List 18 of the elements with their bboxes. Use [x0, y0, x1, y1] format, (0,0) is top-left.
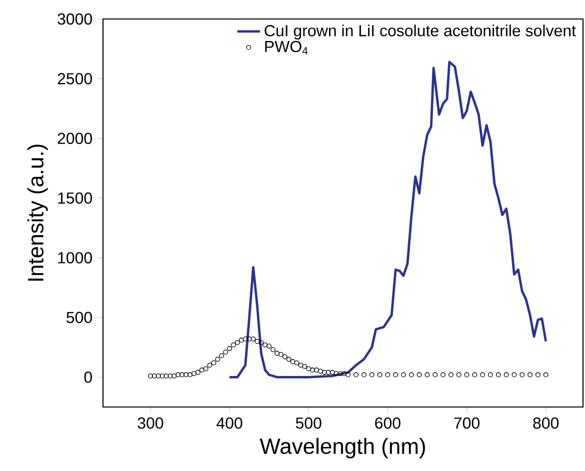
y-tick-label: 1000 [58, 252, 92, 264]
y-axis-title: Intensity (a.u.) [27, 144, 48, 281]
x-tick-label: 600 [375, 417, 400, 429]
y-tick-label: 0 [84, 371, 92, 383]
y-tick-label: 2500 [58, 73, 92, 84]
y-tick-label: 3000 [58, 13, 92, 25]
x-tick-label: 500 [296, 417, 322, 429]
y-tick-label: 500 [66, 312, 92, 324]
legend-label: PWO$_{4}$ [265, 40, 308, 54]
y-tick-label: 2000 [58, 132, 92, 144]
x-tick-label: 700 [454, 417, 480, 429]
line-series [228, 60, 548, 378]
y-tick-label: 1500 [58, 192, 92, 204]
x-tick-label: 400 [216, 417, 242, 429]
x-tick-label: 300 [138, 417, 164, 429]
x-tick-label: 800 [533, 417, 559, 429]
legend-label: CuI grown in LiI cosolute acetonitrile solvent [264, 24, 576, 40]
x-axis-title: Wavelength (nm) [260, 438, 425, 458]
